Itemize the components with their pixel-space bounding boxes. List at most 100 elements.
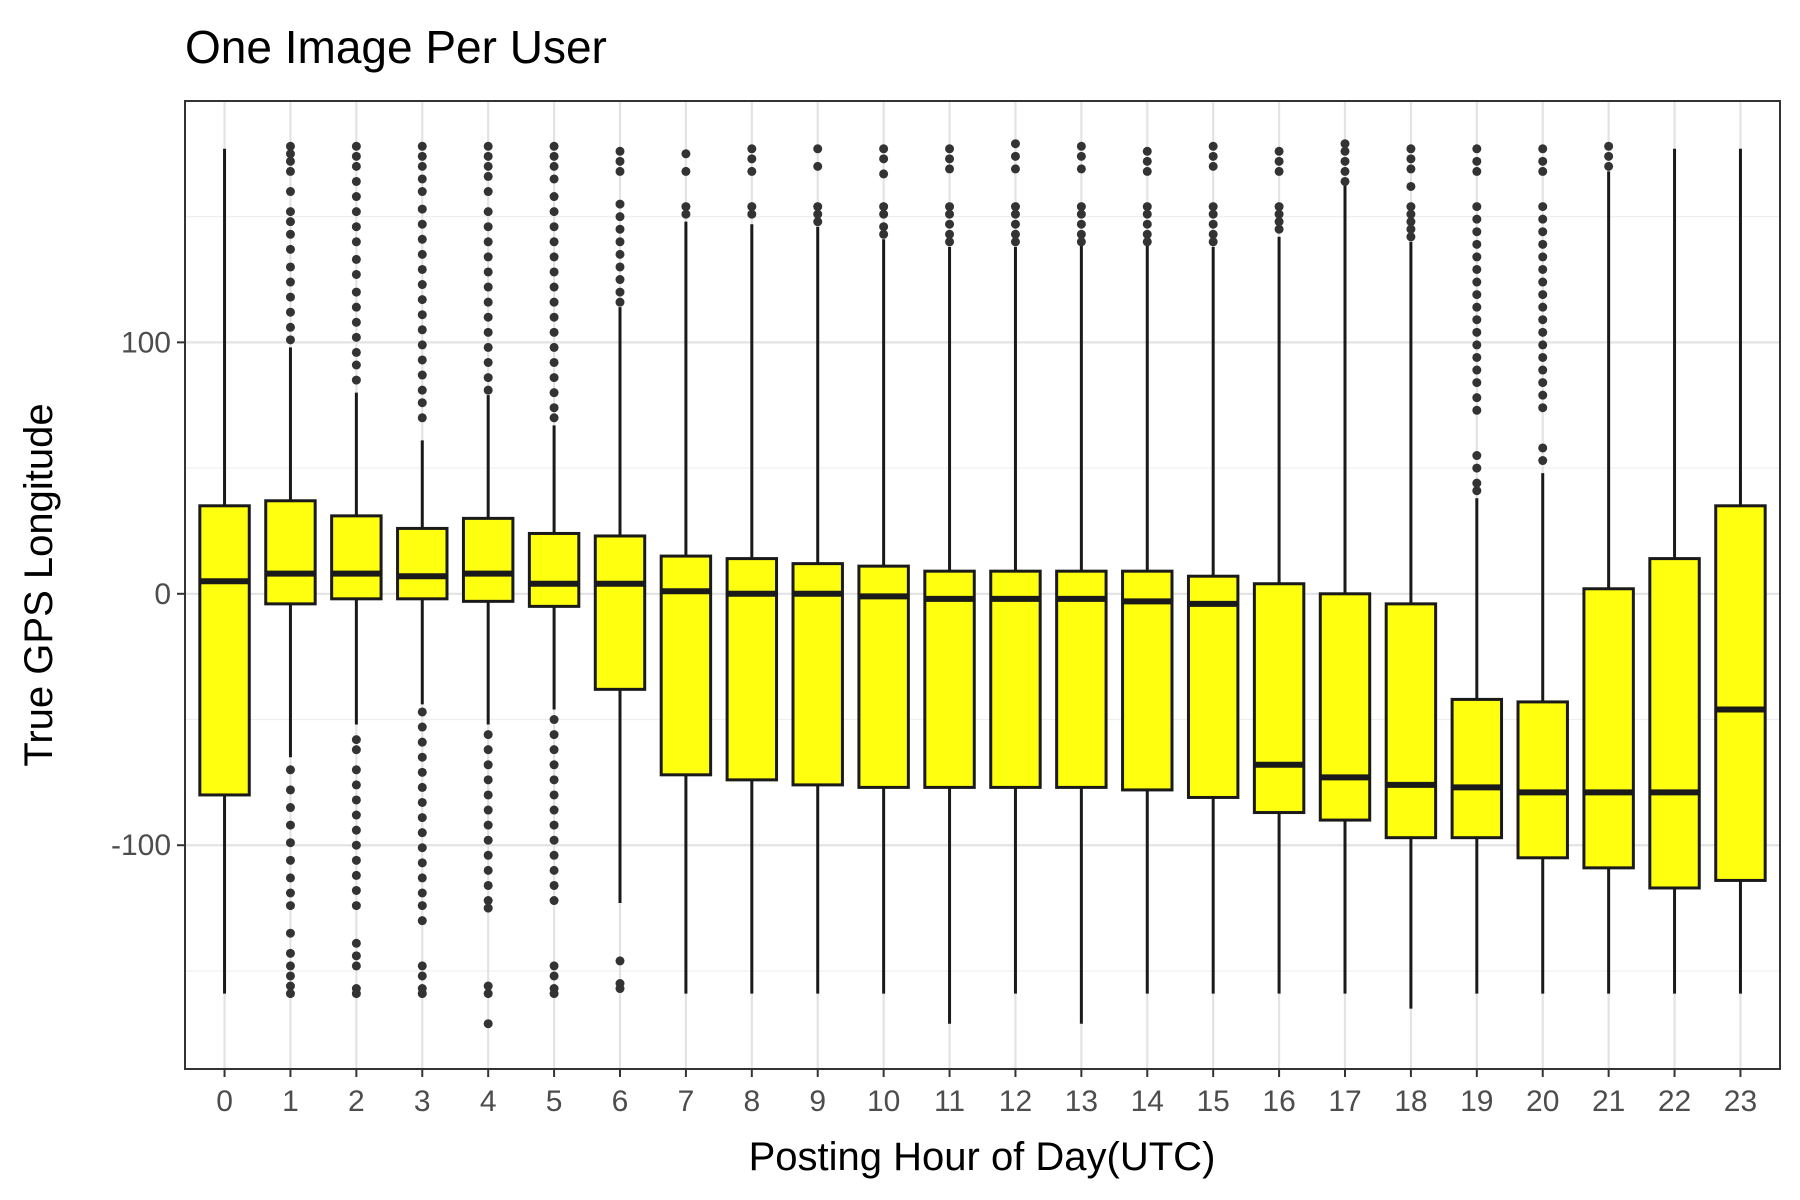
outlier-point	[285, 888, 295, 898]
outlier-point	[1538, 302, 1548, 312]
x-tick-label: 14	[1131, 1085, 1164, 1118]
box-iqr	[593, 534, 647, 691]
outlier-point	[417, 310, 427, 320]
outlier-point	[1538, 365, 1548, 375]
outlier-point	[1076, 141, 1086, 151]
x-tick-label: 22	[1658, 1085, 1691, 1118]
box-group-hour-19	[1450, 144, 1504, 994]
outlier-point	[615, 984, 625, 994]
outlier-point	[747, 154, 757, 164]
outlier-point	[417, 295, 427, 305]
outlier-point	[417, 355, 427, 365]
outlier-point	[483, 865, 493, 875]
outlier-point	[351, 237, 361, 247]
outlier-point	[351, 795, 361, 805]
outlier-point	[1274, 202, 1284, 212]
outlier-point	[615, 199, 625, 209]
outlier-point	[1406, 232, 1416, 242]
x-tick-label: 2	[348, 1085, 365, 1118]
outlier-point	[549, 327, 559, 337]
outlier-point	[945, 144, 955, 154]
box-iqr	[1384, 602, 1438, 840]
outlier-point	[285, 948, 295, 958]
outlier-point	[285, 335, 295, 345]
box-group-hour-10	[857, 144, 910, 994]
outlier-point	[285, 149, 295, 159]
box-group-hour-5	[527, 141, 581, 999]
outlier-point	[285, 156, 295, 166]
outlier-point	[1472, 340, 1482, 350]
outlier-point	[615, 166, 625, 176]
outlier-point	[615, 237, 625, 247]
outlier-point	[1538, 156, 1548, 166]
outlier-point	[549, 141, 559, 151]
outlier-point	[549, 835, 559, 845]
outlier-point	[1472, 277, 1482, 287]
outlier-point	[285, 803, 295, 813]
outlier-point	[483, 187, 493, 197]
outlier-point	[1538, 456, 1548, 466]
outlier-point	[1340, 146, 1350, 156]
outlier-point	[549, 820, 559, 830]
x-tick-label: 5	[546, 1085, 563, 1118]
outlier-point	[1274, 156, 1284, 166]
outlier-point	[417, 843, 427, 853]
box-iqr	[1186, 574, 1240, 799]
outlier-point	[1340, 166, 1350, 176]
outlier-point	[549, 151, 559, 161]
outlier-point	[549, 342, 559, 352]
outlier-point	[1472, 393, 1482, 403]
box-group-hour-9	[791, 144, 844, 994]
x-tick-label: 16	[1262, 1085, 1295, 1118]
box-layer	[198, 139, 1767, 1029]
outlier-point	[483, 327, 493, 337]
outlier-point	[483, 151, 493, 161]
outlier-point	[417, 234, 427, 244]
outlier-point	[1142, 156, 1152, 166]
outlier-point	[879, 144, 889, 154]
outlier-point	[285, 838, 295, 848]
outlier-point	[483, 850, 493, 860]
x-tick-label: 21	[1592, 1085, 1625, 1118]
box-iqr	[1648, 557, 1701, 890]
outlier-point	[351, 347, 361, 357]
outlier-point	[417, 707, 427, 717]
outlier-point	[351, 332, 361, 342]
outlier-point	[285, 785, 295, 795]
outlier-point	[1472, 239, 1482, 249]
box-iqr	[264, 499, 317, 606]
outlier-point	[1472, 365, 1482, 375]
outlier-point	[549, 760, 559, 770]
box-iqr	[527, 531, 581, 608]
outlier-point	[1142, 202, 1152, 212]
outlier-point	[1472, 156, 1482, 166]
outlier-point	[285, 901, 295, 911]
outlier-point	[549, 237, 559, 247]
box-iqr	[989, 569, 1042, 789]
box-group-hour-4	[461, 141, 515, 1029]
outlier-point	[1208, 141, 1218, 151]
outlier-point	[1010, 151, 1020, 161]
outlier-point	[417, 797, 427, 807]
outlier-point	[351, 870, 361, 880]
y-tick-label: 100	[121, 326, 171, 359]
x-axis-title: Posting Hour of Day(UTC)	[749, 1135, 1216, 1179]
outlier-point	[1538, 227, 1548, 237]
outlier-point	[1472, 405, 1482, 415]
outlier-point	[417, 204, 427, 214]
outlier-point	[549, 971, 559, 981]
outlier-point	[1208, 202, 1218, 212]
outlier-point	[285, 166, 295, 176]
outlier-point	[351, 360, 361, 370]
outlier-point	[549, 403, 559, 413]
outlier-point	[1010, 209, 1020, 219]
outlier-point	[1538, 214, 1548, 224]
outlier-point	[1472, 378, 1482, 388]
outlier-point	[285, 277, 295, 287]
outlier-point	[1142, 146, 1152, 156]
outlier-point	[351, 961, 361, 971]
outlier-point	[351, 176, 361, 186]
box-iqr	[461, 516, 515, 603]
outlier-point	[1406, 224, 1416, 234]
